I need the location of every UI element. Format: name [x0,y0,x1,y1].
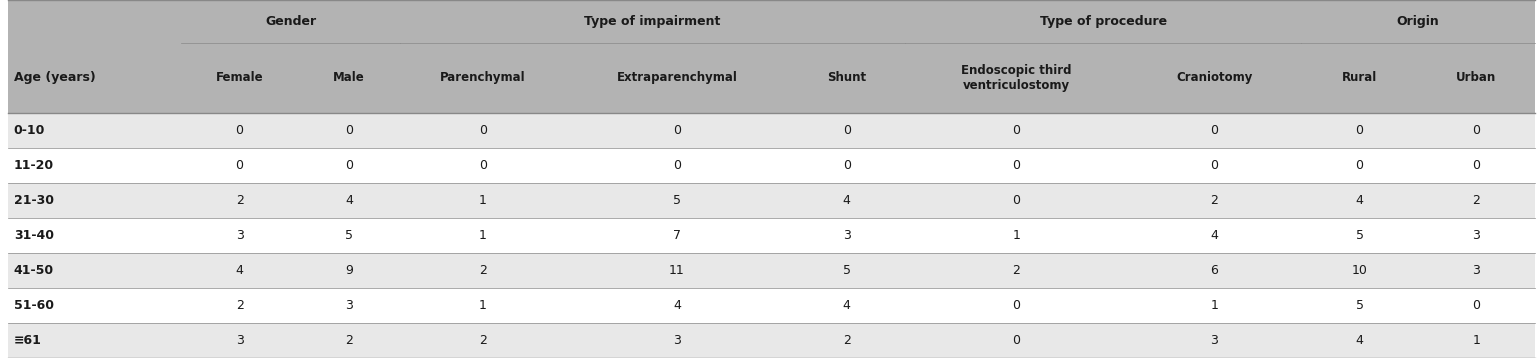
Text: Age (years): Age (years) [14,71,95,84]
Text: Endoscopic third
ventriculostomy: Endoscopic third ventriculostomy [961,64,1072,92]
Text: 0: 0 [674,124,681,137]
Text: 3: 3 [674,334,681,347]
Text: 2: 2 [1012,264,1020,277]
Text: Rural: Rural [1343,71,1377,84]
Text: ≡61: ≡61 [14,334,42,347]
Text: 0: 0 [1472,159,1481,172]
Text: 4: 4 [235,264,243,277]
Text: Type of impairment: Type of impairment [584,15,721,28]
Bar [8,148,1535,183]
Text: 1: 1 [1210,299,1218,312]
Text: 5: 5 [345,229,352,242]
Text: 0-10: 0-10 [14,124,45,137]
Text: 4: 4 [1355,194,1364,207]
Text: 21-30: 21-30 [14,194,54,207]
Bar [8,253,1535,288]
Text: 2: 2 [478,334,486,347]
Text: 41-50: 41-50 [14,264,54,277]
Text: 5: 5 [1355,229,1364,242]
Text: 2: 2 [235,299,243,312]
Text: 0: 0 [1012,299,1020,312]
Text: Type of procedure: Type of procedure [1040,15,1167,28]
Text: 3: 3 [235,229,243,242]
Text: 2: 2 [345,334,352,347]
Text: 0: 0 [345,159,352,172]
Text: 6: 6 [1210,264,1218,277]
Bar [8,0,1535,113]
Text: 0: 0 [674,159,681,172]
Text: 0: 0 [1472,124,1481,137]
Text: 0: 0 [345,124,352,137]
Text: 1: 1 [478,194,486,207]
Text: 0: 0 [1210,124,1218,137]
Text: 4: 4 [345,194,352,207]
Text: 0: 0 [1012,194,1020,207]
Text: Gender: Gender [265,15,317,28]
Bar [8,323,1535,358]
Text: 5: 5 [1355,299,1364,312]
Text: 4: 4 [843,299,851,312]
Text: 11-20: 11-20 [14,159,54,172]
Text: 11: 11 [669,264,684,277]
Text: 2: 2 [1472,194,1481,207]
Text: 9: 9 [345,264,352,277]
Text: 3: 3 [1472,264,1481,277]
Text: 4: 4 [674,299,681,312]
Text: 3: 3 [235,334,243,347]
Text: Female: Female [215,71,263,84]
Text: 5: 5 [843,264,851,277]
Text: 0: 0 [843,124,851,137]
Text: 1: 1 [1472,334,1481,347]
Text: 3: 3 [1472,229,1481,242]
Text: Male: Male [334,71,365,84]
Text: 0: 0 [235,159,243,172]
Text: 4: 4 [1355,334,1364,347]
Text: Extraparenchymal: Extraparenchymal [617,71,737,84]
Text: 5: 5 [674,194,681,207]
Text: 2: 2 [235,194,243,207]
Bar [8,183,1535,218]
Text: 3: 3 [1210,334,1218,347]
Text: Parenchymal: Parenchymal [440,71,526,84]
Text: 0: 0 [1472,299,1481,312]
Text: 0: 0 [1355,124,1364,137]
Text: Urban: Urban [1456,71,1496,84]
Bar [8,288,1535,323]
Text: 4: 4 [843,194,851,207]
Text: 0: 0 [1210,159,1218,172]
Text: Shunt: Shunt [827,71,866,84]
Text: 1: 1 [478,229,486,242]
Text: 2: 2 [478,264,486,277]
Text: 0: 0 [478,124,488,137]
Text: 7: 7 [674,229,681,242]
Text: Craniotomy: Craniotomy [1177,71,1252,84]
Text: 10: 10 [1352,264,1367,277]
Text: 0: 0 [1012,159,1020,172]
Text: 0: 0 [478,159,488,172]
Text: 2: 2 [843,334,851,347]
Text: 3: 3 [843,229,851,242]
Text: 1: 1 [1012,229,1020,242]
Text: 0: 0 [1012,334,1020,347]
Text: 2: 2 [1210,194,1218,207]
Bar [8,113,1535,148]
Text: 1: 1 [478,299,486,312]
Text: Origin: Origin [1397,15,1440,28]
Text: 0: 0 [1355,159,1364,172]
Text: 3: 3 [345,299,352,312]
Text: 0: 0 [843,159,851,172]
Text: 4: 4 [1210,229,1218,242]
Text: 51-60: 51-60 [14,299,54,312]
Bar [8,218,1535,253]
Text: 31-40: 31-40 [14,229,54,242]
Text: 0: 0 [1012,124,1020,137]
Text: 0: 0 [235,124,243,137]
